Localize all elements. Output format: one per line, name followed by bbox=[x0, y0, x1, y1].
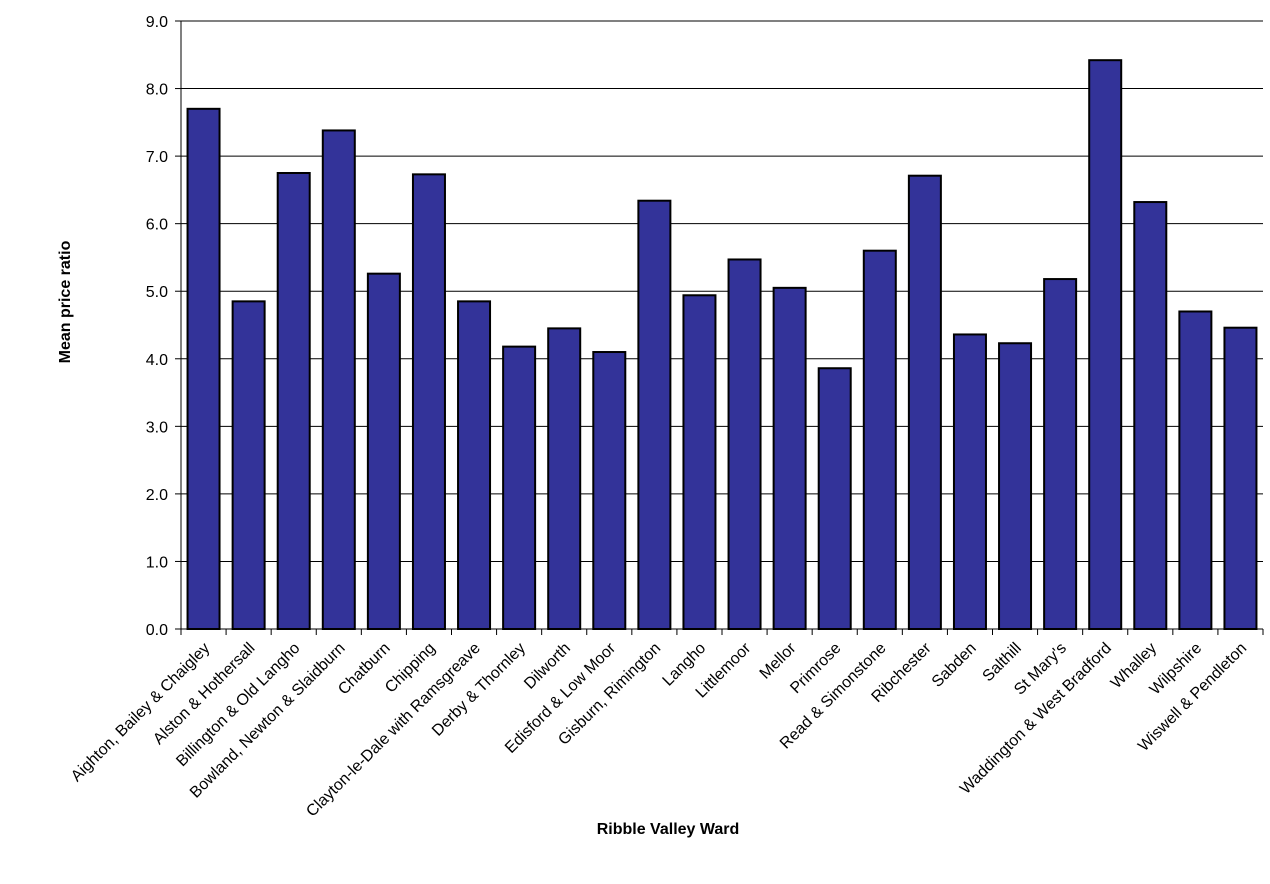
bar bbox=[411, 173, 446, 630]
bar bbox=[547, 327, 582, 630]
bar bbox=[817, 367, 852, 630]
y-tick-label: 8.0 bbox=[146, 82, 168, 99]
y-tick-label: 0.0 bbox=[146, 622, 168, 639]
bar bbox=[1223, 326, 1258, 630]
y-tick-label: 9.0 bbox=[146, 14, 168, 31]
bar bbox=[952, 333, 987, 630]
y-axis-title: Mean price ratio bbox=[57, 240, 74, 363]
bar bbox=[186, 107, 221, 631]
bar bbox=[502, 345, 537, 630]
bar bbox=[907, 174, 942, 631]
y-tick-label: 4.0 bbox=[146, 352, 168, 369]
bars bbox=[186, 59, 1258, 631]
bar bbox=[682, 294, 717, 630]
y-tick-label: 1.0 bbox=[146, 554, 168, 571]
bar bbox=[998, 342, 1033, 630]
bar bbox=[727, 258, 762, 630]
gridlines bbox=[181, 20, 1263, 562]
x-tick-label: Sabden bbox=[929, 640, 980, 691]
bar bbox=[1088, 59, 1123, 630]
bar bbox=[366, 272, 401, 630]
bar bbox=[457, 300, 492, 630]
axes bbox=[175, 20, 1264, 635]
bar bbox=[862, 249, 897, 630]
y-tick-labels: 0.0 1.0 2.0 3.0 4.0 5.0 6.0 7.0 8.0 9.0 bbox=[146, 14, 168, 639]
bar bbox=[772, 286, 807, 630]
bar bbox=[1178, 310, 1213, 630]
bar bbox=[1043, 278, 1078, 630]
x-axis-title: Ribble Valley Ward bbox=[597, 821, 740, 838]
y-tick-label: 3.0 bbox=[146, 419, 168, 436]
bar bbox=[276, 172, 311, 630]
y-tick-label: 6.0 bbox=[146, 217, 168, 234]
x-tick-label: Mellor bbox=[757, 639, 800, 682]
bar bbox=[637, 199, 672, 630]
bar bbox=[231, 300, 266, 630]
y-tick-label: 5.0 bbox=[146, 284, 168, 301]
bar bbox=[321, 129, 356, 630]
y-tick-label: 7.0 bbox=[146, 149, 168, 166]
bar bbox=[1133, 201, 1168, 630]
y-tick-label: 2.0 bbox=[146, 487, 168, 504]
bar bbox=[592, 351, 627, 630]
